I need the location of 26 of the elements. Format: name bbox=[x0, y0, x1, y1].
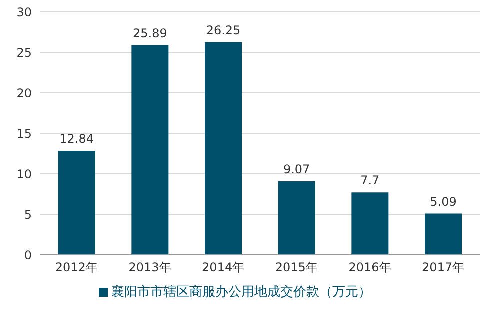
data-label: 7.7 bbox=[360, 174, 380, 188]
y-tick-label: 5 bbox=[24, 208, 32, 222]
data-label: 9.07 bbox=[283, 162, 310, 177]
x-tick-label: 2015年 bbox=[275, 260, 318, 275]
bar bbox=[58, 150, 96, 255]
legend-label: 襄阳市市辖区商服办公用地成交价款（万元） bbox=[112, 285, 372, 300]
y-tick-label: 0 bbox=[24, 248, 32, 262]
x-tick-label: 2016年 bbox=[348, 260, 392, 275]
data-label: 25.89 bbox=[132, 26, 168, 40]
y-tick-label: 20 bbox=[16, 86, 32, 100]
data-label: 12.84 bbox=[60, 132, 94, 146]
bar bbox=[278, 182, 316, 255]
bar bbox=[132, 45, 169, 255]
bar bbox=[205, 42, 242, 255]
y-tick-label: 25 bbox=[16, 46, 32, 60]
x-tick-label: 2012年 bbox=[55, 260, 98, 275]
x-tick-label: 2013年 bbox=[128, 260, 172, 275]
bar bbox=[352, 192, 389, 255]
bar bbox=[425, 214, 462, 255]
x-tick-label: 2014年 bbox=[202, 260, 245, 275]
data-label: 26.25 bbox=[206, 23, 241, 38]
y-tick-label: 15 bbox=[16, 126, 32, 141]
x-tick-label: 2017年 bbox=[422, 260, 465, 275]
y-tick-label: 10 bbox=[16, 167, 32, 182]
y-tick-label: 30 bbox=[16, 5, 32, 20]
data-label: 5.09 bbox=[430, 194, 457, 209]
